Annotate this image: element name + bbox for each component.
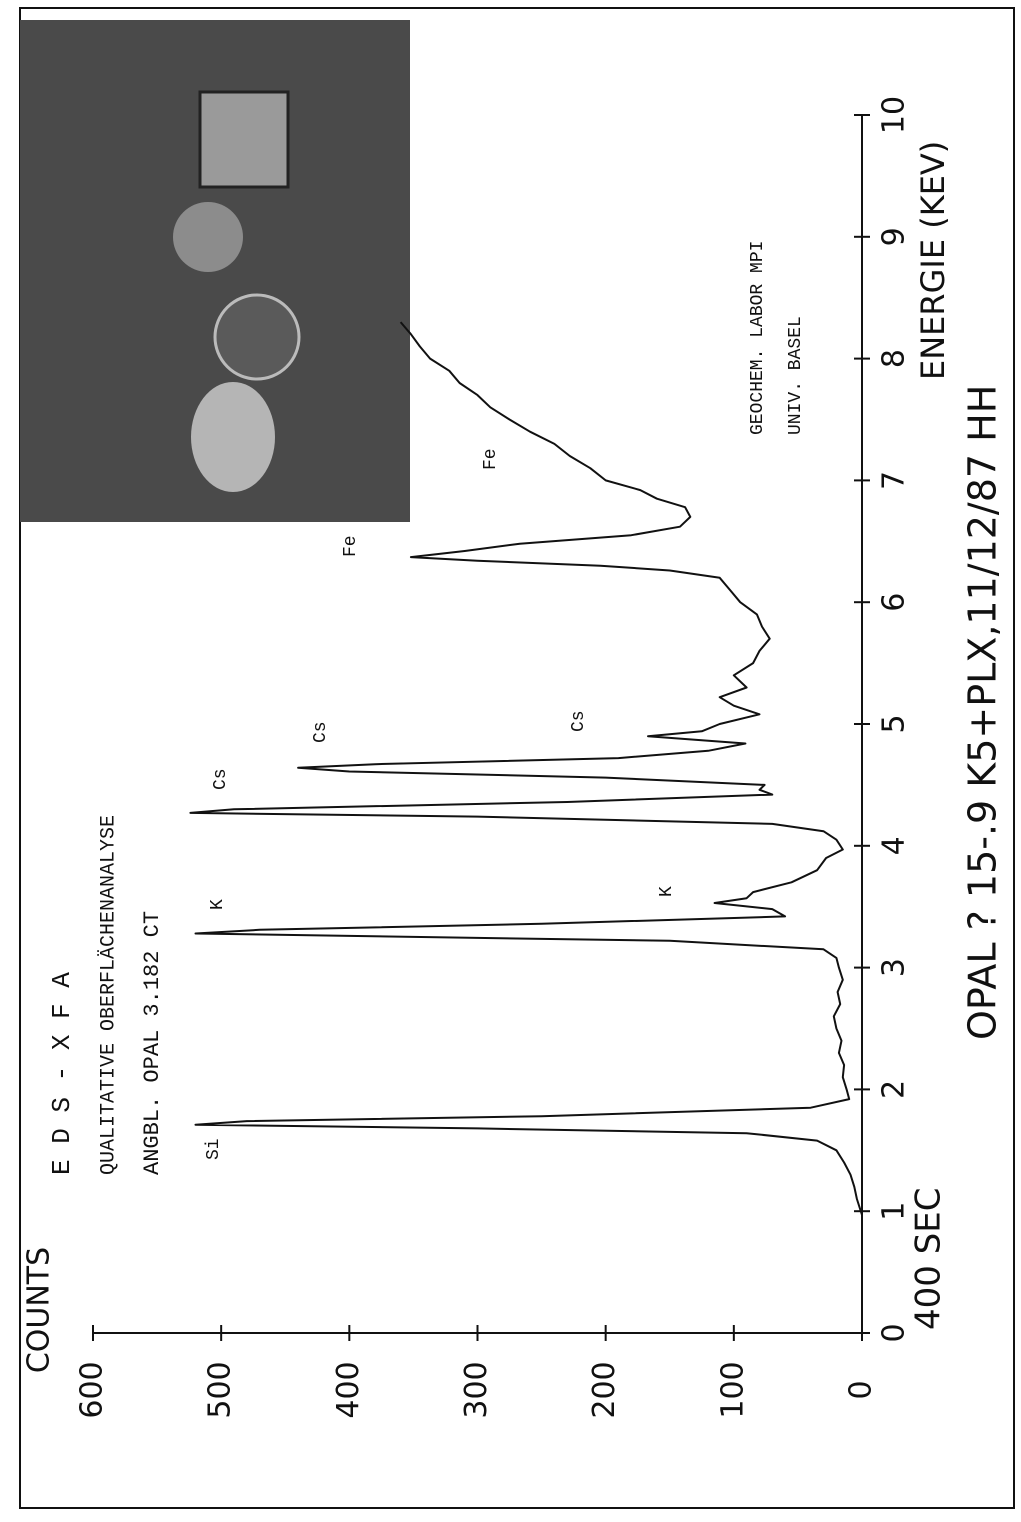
chart: E D S - X F A QUALITATIVE OBERFLÄCHENANA… — [20, 20, 1005, 1419]
peak-label: K — [208, 899, 228, 910]
peak-label: Si — [204, 1138, 224, 1160]
x-tick-label: 1 — [877, 1202, 912, 1221]
peak-label: Cs — [311, 721, 331, 743]
y-tick-label: 0 — [844, 1380, 879, 1399]
y-tick-label: 100 — [715, 1361, 750, 1418]
x-tick-label: 0 — [877, 1323, 912, 1342]
x-tick-label: 7 — [877, 471, 912, 490]
peak-label: Fe — [341, 535, 361, 557]
spectrum-line — [189, 321, 863, 1216]
lab-label: GEOCHEM. LABOR MPI — [748, 241, 768, 435]
y-tick-label: 500 — [203, 1361, 238, 1418]
x-axis-label: ENERGIE (KEV) — [914, 141, 952, 380]
x-tick-label: 9 — [877, 227, 912, 246]
y-axis-label: COUNTS — [22, 1247, 57, 1373]
y-tick-label: 600 — [75, 1361, 110, 1418]
y-tick-label: 300 — [459, 1361, 494, 1418]
photo — [20, 20, 410, 522]
x-tick-label: 4 — [877, 836, 912, 855]
peak-label: K — [657, 886, 677, 897]
lab-label: UNIV. BASEL — [786, 316, 806, 435]
sample-label: ANGBL. OPAL 3.182 CT — [140, 911, 165, 1175]
time-label: 400 SEC — [909, 1187, 949, 1330]
x-tick-label: 5 — [877, 714, 912, 733]
peak-label: Fe — [481, 448, 501, 470]
chart-title: E D S - X F A — [47, 972, 77, 1175]
x-tick-label: 8 — [877, 349, 912, 368]
peak-label: Cs — [569, 710, 589, 732]
x-tick-label: 10 — [877, 96, 912, 134]
y-tick-label: 400 — [331, 1361, 366, 1418]
chart-subtitle: QUALITATIVE OBERFLÄCHENANALYSE — [97, 815, 120, 1175]
x-tick-label: 6 — [877, 593, 912, 612]
y-tick-label: 200 — [587, 1361, 622, 1418]
peak-label: Cs — [211, 768, 231, 790]
x-tick-label: 2 — [877, 1080, 912, 1099]
footer: OPAL ? 15-.9 K5+PLX,11/12/87 HH — [961, 385, 1005, 1040]
frame — [19, 7, 1015, 1509]
x-tick-label: 3 — [877, 958, 912, 977]
